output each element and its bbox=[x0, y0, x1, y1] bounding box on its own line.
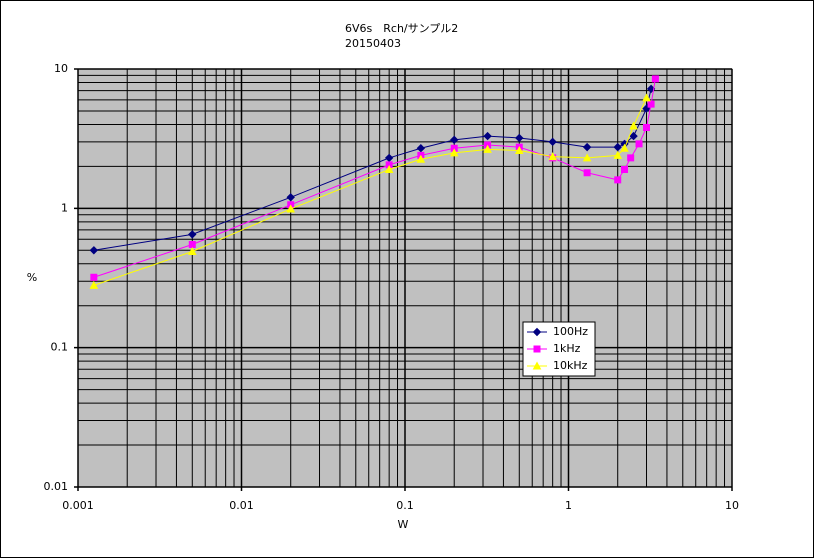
data-point bbox=[483, 131, 492, 141]
legend: 100Hz 1kHz 10kHz bbox=[522, 321, 596, 377]
data-point bbox=[548, 152, 557, 161]
data-point bbox=[583, 169, 591, 177]
x-tick-label: 0.001 bbox=[62, 499, 94, 512]
data-point bbox=[483, 144, 492, 153]
y-tick-label: 1 bbox=[61, 201, 68, 214]
data-point bbox=[582, 142, 592, 152]
data-point bbox=[620, 143, 629, 152]
data-point bbox=[89, 246, 99, 255]
y-tick-label: 10 bbox=[54, 62, 68, 75]
data-point bbox=[514, 145, 524, 155]
legend-label: 100Hz bbox=[553, 325, 588, 338]
data-point bbox=[450, 144, 458, 152]
data-point bbox=[188, 230, 197, 239]
data-point bbox=[385, 161, 393, 169]
data-point bbox=[416, 154, 426, 163]
data-point bbox=[629, 131, 638, 141]
data-point bbox=[286, 193, 295, 202]
data-point bbox=[620, 165, 628, 173]
y-tick-label: 0.1 bbox=[51, 341, 69, 354]
legend-label: 10kHz bbox=[553, 359, 588, 372]
legend-marker bbox=[532, 327, 542, 337]
y-axis-label: % bbox=[27, 271, 37, 284]
data-point bbox=[651, 75, 659, 83]
data-point bbox=[89, 280, 99, 289]
x-tick-label: 10 bbox=[725, 499, 739, 512]
legend-label: 1kHz bbox=[553, 342, 581, 355]
data-point bbox=[90, 273, 98, 281]
x-axis-label: W bbox=[398, 518, 409, 531]
x-tick-label: 1 bbox=[565, 499, 572, 512]
data-point bbox=[187, 246, 197, 255]
legend-marker bbox=[533, 345, 541, 353]
data-point bbox=[450, 135, 459, 145]
data-point bbox=[515, 133, 524, 143]
data-point bbox=[647, 100, 655, 108]
data-point bbox=[614, 176, 622, 184]
y-tick-label: 0.01 bbox=[44, 480, 69, 493]
chart-title: 6V6s Rch/サンプル2 bbox=[345, 22, 458, 35]
data-point bbox=[416, 144, 426, 153]
data-point bbox=[582, 153, 592, 162]
x-tick-label: 0.1 bbox=[396, 499, 414, 512]
data-point bbox=[548, 137, 557, 147]
data-point bbox=[286, 204, 296, 213]
data-point bbox=[642, 93, 651, 102]
data-point bbox=[627, 154, 635, 162]
data-point bbox=[643, 124, 651, 132]
data-point bbox=[613, 150, 623, 159]
data-point bbox=[613, 142, 622, 152]
x-tick-label: 0.01 bbox=[229, 499, 254, 512]
data-point bbox=[384, 164, 394, 173]
data-point bbox=[188, 241, 196, 249]
data-point bbox=[449, 148, 459, 157]
legend-marker bbox=[532, 361, 542, 370]
data-point bbox=[635, 140, 643, 148]
chart-subtitle: 20150403 bbox=[345, 37, 401, 50]
data-point bbox=[629, 121, 638, 130]
